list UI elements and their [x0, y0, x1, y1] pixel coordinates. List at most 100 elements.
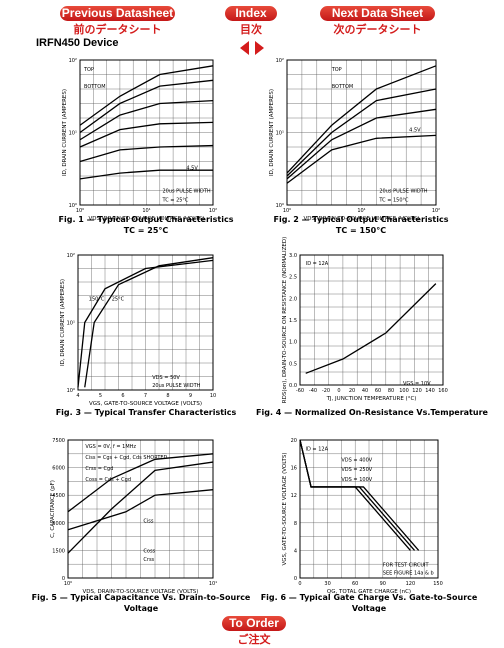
y-axis-label: ID, DRAIN CURRENT (AMPERES) [60, 279, 66, 366]
y-tick-label: 3.0 [289, 253, 297, 259]
annotation: Crss = Cgd [85, 466, 113, 472]
curve [79, 144, 214, 163]
x-tick-label: 10¹ [142, 208, 150, 214]
previous-button[interactable]: Previous Datasheet [60, 6, 175, 21]
y-tick-label: 1500 [52, 548, 65, 554]
x-tick-label: 10² [209, 208, 217, 214]
curve [286, 65, 437, 174]
y-axis-label: ID, DRAIN CURRENT (AMPERES) [62, 89, 68, 176]
order-button[interactable]: To Order [222, 616, 286, 631]
y-tick-label: 0.0 [289, 383, 297, 389]
x-tick-label: 6 [121, 393, 124, 399]
device-title: IRFN450 Device [36, 37, 119, 49]
annotation: SEE FIGURE 14a & b [383, 571, 434, 577]
previous-label-ja[interactable]: 前のデータシート [73, 24, 162, 36]
y-tick-label: 0 [294, 576, 297, 582]
order-label-ja[interactable]: ご注文 [237, 634, 271, 646]
index-arrows[interactable] [238, 40, 266, 56]
x-tick-label: 8 [166, 393, 169, 399]
x-tick-label: 7 [144, 393, 147, 399]
plot-frame [299, 439, 439, 579]
plot-frame [299, 254, 444, 386]
x-tick-label: 10 [210, 393, 216, 399]
x-tick-label: 10⁰ [64, 581, 72, 587]
figure: 10⁰ 10¹ 10² 10⁰ 10¹ 10² VDS, DRAIN-TO-SOURCE V… [269, 58, 449, 235]
y-tick-label: 20 [291, 438, 297, 444]
annotation: VDS = 50V [152, 375, 180, 381]
caption: Fig. 4 — Normalized On-Resistance Vs.Tem… [256, 408, 488, 417]
y-tick-label: 2.0 [289, 296, 297, 302]
x-tick-label: 20 [349, 388, 355, 394]
index-button[interactable]: Index [225, 6, 277, 21]
figures: 10⁰ 10¹ 10² 10⁰ 10¹ 10² VDS, DRAIN-TO-SOURCE V… [32, 58, 489, 612]
annotation: TC = 25°C [161, 197, 188, 203]
annotation: ID = 12A [306, 261, 329, 267]
y-tick-label: 10² [67, 253, 75, 259]
x-tick-label: 80 [388, 388, 394, 394]
curve [79, 121, 214, 148]
annotation: BOTTOM [84, 84, 106, 90]
caption: TC = 25°C [124, 226, 169, 235]
curve [286, 134, 437, 184]
annotation: FOR TEST CIRCUIT [383, 562, 430, 568]
x-tick-label: -20 [322, 388, 330, 394]
caption: Voltage [124, 604, 159, 612]
x-tick-label: 140 [425, 388, 435, 394]
y-tick-label: 10⁰ [69, 203, 77, 209]
caption: Voltage [352, 604, 387, 612]
annotation: VDS = 400V [341, 458, 372, 464]
caption: Fig. 5 — Typical Capacitance Vs. Drain-t… [32, 593, 251, 602]
y-tick-label: 3000 [52, 521, 65, 527]
y-tick-label: 0.5 [289, 361, 297, 367]
curve [79, 169, 213, 180]
x-tick-label: -40 [309, 388, 317, 394]
x-tick-label: 120 [412, 388, 422, 394]
figure: 10⁰ 10¹ 10² 10⁰ 10¹ 10² VDS, DRAIN-TO-SOURCE V… [59, 58, 234, 235]
curve [67, 461, 214, 554]
annotation: 4.5V [186, 165, 198, 171]
annotation: Crss [143, 557, 154, 563]
y-tick-label: 10⁰ [67, 388, 75, 394]
x-axis-label: VGS, GATE-TO-SOURCE VOLTAGE (VOLTS) [89, 401, 202, 407]
next-button[interactable]: Next Data Sheet [320, 6, 435, 21]
x-tick-label: 10¹ [357, 208, 365, 214]
curve [79, 99, 214, 141]
caption: TC = 150°C [336, 226, 386, 235]
y-axis-label: RDS(on), DRAIN-TO-SOURCE ON RESISTANCE (… [282, 237, 288, 403]
caption: Fig. 2 — Typical Output Characteristics [274, 215, 449, 224]
curve [84, 257, 214, 388]
y-tick-label: 10¹ [67, 321, 75, 327]
y-tick-label: 6000 [52, 466, 65, 472]
annotation: 20us PULSE WIDTH [162, 189, 210, 195]
x-axis-label: VDS, DRAIN-TO-SOURCE VOLTAGE (VOLTS) [89, 216, 205, 222]
x-axis-label: QG, TOTAL GATE CHARGE (nC) [327, 589, 411, 595]
x-tick-label: 9 [189, 393, 192, 399]
figure: 4 5 6 7 8 9 10 10⁰ 10¹ 10² VGS, GATE-TO-SOURCE VOL… [56, 253, 237, 417]
y-tick-label: 4500 [52, 493, 65, 499]
y-tick-label: 10² [276, 58, 284, 64]
annotation: TC = 150°C [378, 197, 409, 203]
y-tick-label: 7500 [52, 438, 65, 444]
x-axis-label: VDS, DRAIN-TO-SOURCE VOLTAGE (VOLTS) [83, 589, 199, 595]
x-tick-label: 5 [99, 393, 102, 399]
y-tick-label: 1.5 [289, 318, 297, 324]
y-tick-label: 10¹ [276, 131, 284, 137]
plot-frame [67, 439, 214, 579]
index-label-ja[interactable]: 目次 [240, 24, 262, 36]
x-tick-label: 90 [380, 581, 386, 587]
x-tick-label: 4 [76, 393, 79, 399]
y-tick-label: 1.0 [289, 340, 297, 346]
x-tick-label: 150 [433, 581, 443, 587]
next-label-ja[interactable]: 次のデータシート [333, 24, 422, 36]
curve [77, 259, 214, 388]
figure: 10⁰ 10¹ 0 1500 3000 4500 6000 7500 VDS, DRAIN-TO… [32, 438, 251, 612]
y-tick-label: 2.5 [289, 275, 297, 281]
x-tick-label: -60 [296, 388, 304, 394]
annotation: 20us PULSE WIDTH [152, 383, 200, 389]
x-axis-label: TJ, JUNCTION TEMPERATURE (°C) [326, 396, 417, 402]
x-tick-label: 0 [298, 581, 301, 587]
annotation: VDS = 250V [341, 467, 372, 473]
curve [79, 65, 214, 126]
x-tick-label: 10⁰ [76, 208, 84, 214]
y-axis-label: ID, DRAIN CURRENT (AMPERES) [269, 89, 275, 176]
